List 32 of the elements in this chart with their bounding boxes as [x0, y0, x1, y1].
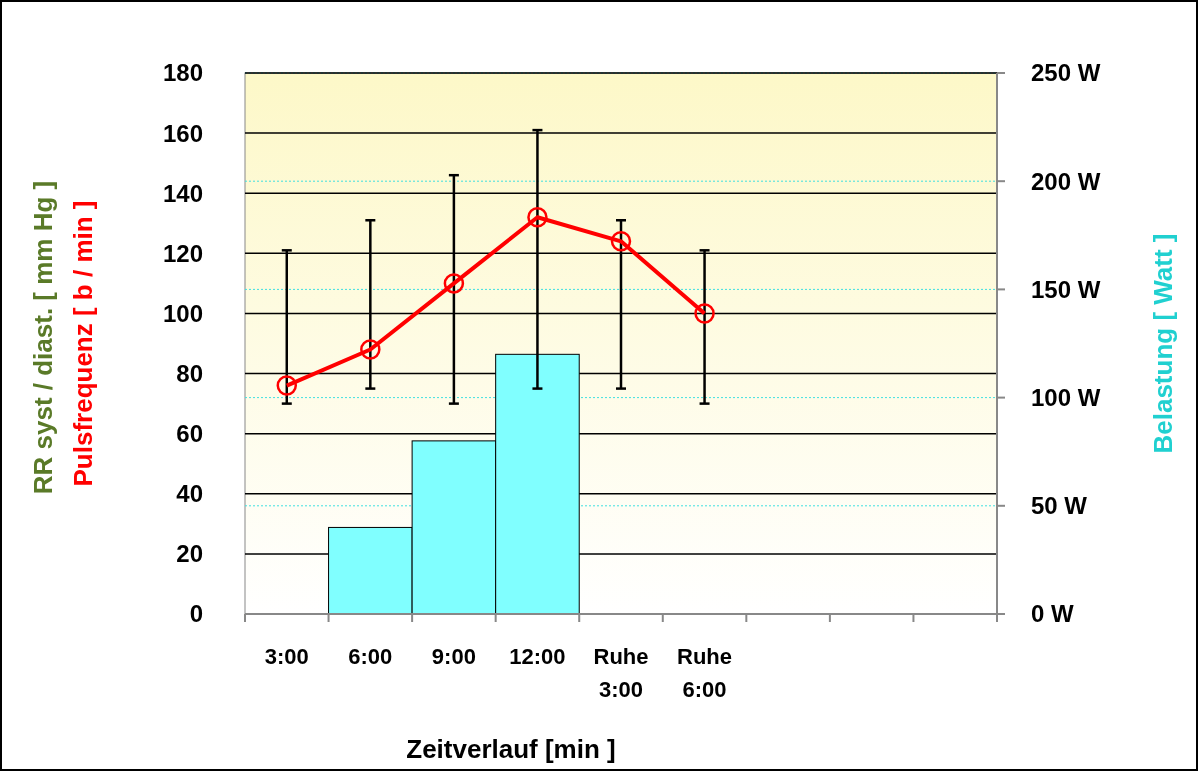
y-tick-label: 40	[176, 480, 203, 508]
point	[443, 273, 465, 294]
y-tick-label: 140	[162, 179, 203, 207]
y2-tick-label: 250 W	[1031, 59, 1101, 87]
y-tick-label: 60	[176, 420, 203, 448]
y2-tick-label: 0 W	[1031, 600, 1075, 628]
y-tick-label: 180	[162, 59, 203, 87]
y-tick-label: 20	[176, 540, 203, 568]
x-tick-label: 12:00	[509, 644, 566, 669]
y2-tick-label: 150 W	[1031, 275, 1101, 303]
y2-axis-title: Belastung [ Watt ]	[1148, 233, 1178, 454]
y-tick-label: 120	[162, 239, 203, 267]
y-tick-label: 0	[189, 600, 203, 628]
x-tick-label: 6:00	[348, 644, 393, 669]
x-tick-label: Ruhe 3:00	[593, 644, 649, 702]
x-tick-label: 9:00	[431, 644, 476, 669]
x-tick-label: Ruhe 6:00	[677, 644, 733, 702]
x-axis-title: Zeitverlauf [min ]	[406, 734, 616, 764]
y-tick-label: 160	[162, 119, 203, 147]
y-tick-label: 80	[176, 359, 203, 387]
y-tick-label: 100	[162, 299, 203, 327]
point	[276, 375, 298, 396]
y2-tick-label: 50 W	[1031, 492, 1088, 520]
y-axis-title: Pulsfrequenz [ b / min ]	[68, 200, 98, 487]
y2-tick-label: 200 W	[1031, 167, 1101, 195]
point	[527, 207, 548, 228]
point	[360, 339, 381, 360]
text: RR syst / diast. [ mm Hg ]	[28, 180, 58, 495]
point	[610, 231, 632, 252]
point	[694, 303, 715, 324]
x-tick-label: 3:00	[264, 644, 309, 669]
y2-tick-label: 100 W	[1031, 384, 1101, 411]
